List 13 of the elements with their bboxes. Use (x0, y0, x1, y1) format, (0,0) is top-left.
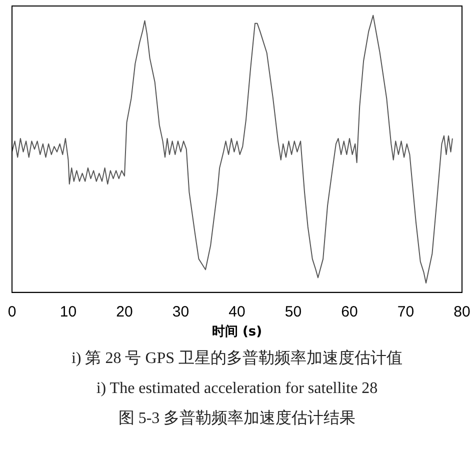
x-tick-label: 0 (8, 304, 16, 321)
text: i) 第 28 号 GPS 卫星的多普勒频率加速度估计值 (70, 348, 404, 369)
x-tick-label: 60 (341, 304, 358, 321)
x-tick-label: 20 (116, 304, 133, 321)
x-tick-label: 70 (397, 304, 414, 321)
text: i) The estimated acceleration for satellite 28 (95, 379, 379, 399)
x-tick-label: 40 (228, 304, 246, 321)
x-tick-label: 80 (454, 304, 470, 321)
x-axis-title: 时间 (s) (212, 324, 262, 340)
x-tick-label: 10 (60, 304, 77, 321)
x-tick-label: 50 (284, 304, 302, 321)
x-tick-label: 30 (172, 304, 190, 321)
caption: 图 5-3 多普勒频率加速度估计结果 (117, 408, 357, 429)
